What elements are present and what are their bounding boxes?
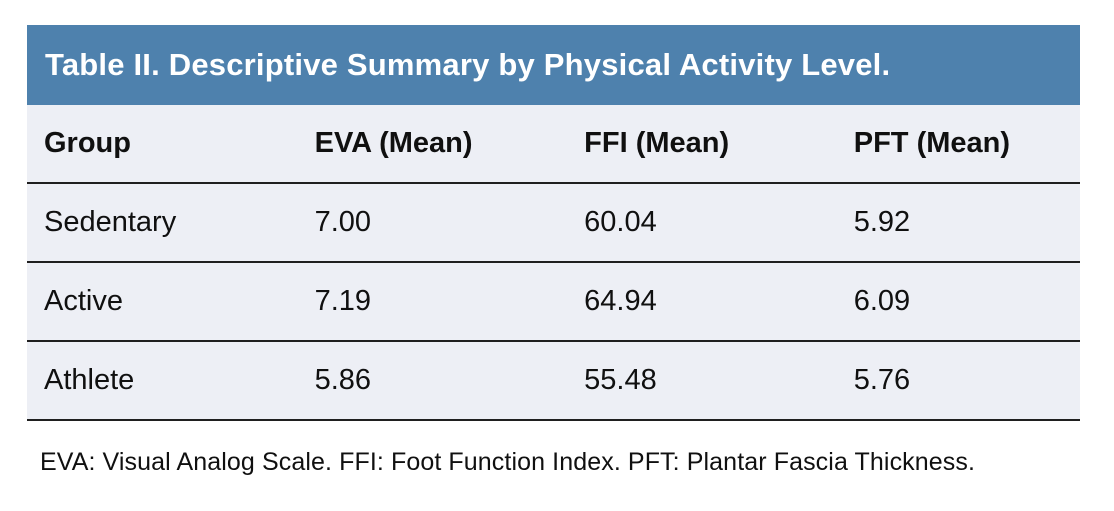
cell-ffi: 60.04 <box>567 183 837 263</box>
col-header-group: Group <box>27 105 298 184</box>
cell-group: Active <box>27 262 298 342</box>
col-header-eva: EVA (Mean) <box>297 105 568 184</box>
table-title-bar: Table II. Descriptive Summary by Physica… <box>27 25 1080 105</box>
table-row-sedentary: Sedentary 7.00 60.04 5.92 <box>27 183 1080 263</box>
cell-group: Athlete <box>27 341 298 421</box>
col-header-ffi: FFI (Mean) <box>567 105 837 184</box>
column-header-row: Group EVA (Mean) FFI (Mean) PFT (Mean) <box>27 105 1080 184</box>
cell-group: Sedentary <box>27 183 298 263</box>
table-title: Table II. Descriptive Summary by Physica… <box>27 25 1080 105</box>
table-row-athlete: Athlete 5.86 55.48 5.76 <box>27 341 1080 421</box>
cell-ffi: 55.48 <box>567 341 837 421</box>
cell-pft: 5.76 <box>836 341 1080 421</box>
table-footnote: EVA: Visual Analog Scale. FFI: Foot Func… <box>40 448 976 476</box>
col-header-pft: PFT (Mean) <box>836 105 1080 184</box>
table-row-active: Active 7.19 64.94 6.09 <box>27 262 1080 342</box>
cell-eva: 7.00 <box>297 183 568 263</box>
cell-eva: 7.19 <box>297 262 568 342</box>
cell-pft: 6.09 <box>836 262 1080 342</box>
cell-eva: 5.86 <box>297 341 568 421</box>
cell-ffi: 64.94 <box>567 262 837 342</box>
cell-pft: 5.92 <box>836 183 1080 263</box>
summary-table: Table II. Descriptive Summary by Physica… <box>27 25 1080 421</box>
